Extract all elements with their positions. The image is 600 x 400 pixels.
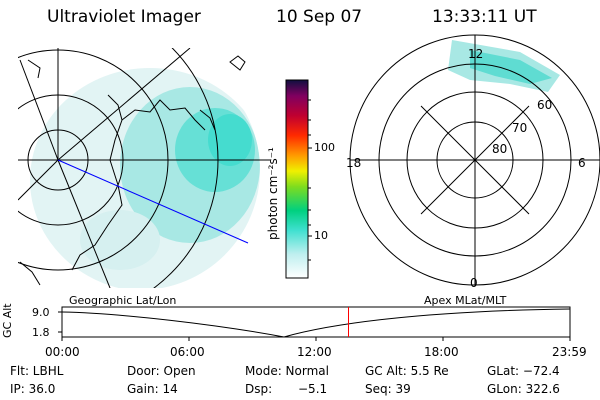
timeline-axis-label: GC Alt	[1, 303, 14, 338]
mlt-label-6: 6	[578, 156, 586, 170]
track-line	[57, 159, 249, 244]
colorbar-unit-label: photon cm⁻²s⁻¹	[266, 147, 280, 240]
app-title: Ultraviolet Imager	[47, 7, 201, 27]
status-dsp-label: Dsp:	[245, 382, 273, 396]
colorbar-tick-10: 10	[314, 229, 328, 242]
status-glon: GLon: 322.6	[487, 382, 560, 396]
altitude-timeline	[58, 306, 571, 341]
geo-panel-label: Geographic Lat/Lon	[69, 294, 177, 307]
aurora-emission-geo	[30, 68, 260, 288]
status-flt: Flt: LBHL	[10, 364, 64, 378]
status-dsp-value: −5.1	[298, 382, 328, 396]
status-door: Door: Open	[127, 364, 196, 378]
lat-label-70: 70	[512, 121, 528, 135]
status-glat: GLat: −72.4	[487, 364, 560, 378]
colorbar-tick-100: 100	[314, 141, 335, 154]
status-ip: IP: 36.0	[10, 382, 56, 396]
status-gc-alt: GC Alt: 5.5 Re	[365, 364, 449, 378]
geographic-map	[18, 48, 270, 288]
time-readout: 13:33:11 UT	[432, 7, 537, 27]
timeline-xtick-2359: 23:59	[552, 345, 587, 359]
colorbar	[285, 79, 309, 279]
mlt-label-18: 18	[346, 156, 362, 170]
date-readout: 10 Sep 07	[276, 7, 363, 27]
status-gain: Gain: 14	[127, 382, 178, 396]
lat-label-60: 60	[537, 98, 553, 112]
polar-map	[349, 34, 600, 286]
timeline-xtick-1800: 18:00	[424, 345, 459, 359]
timeline-xtick-0000: 00:00	[45, 345, 80, 359]
timeline-xtick-1200: 12:00	[297, 345, 332, 359]
timeline-ytick-high: 9.0	[32, 306, 50, 319]
aurora-emission-polar	[448, 40, 560, 92]
timeline-xtick-0600: 06:00	[170, 345, 205, 359]
mlt-label-0: 0	[470, 276, 478, 290]
status-seq: Seq: 39	[365, 382, 411, 396]
timeline-ytick-low: 1.8	[32, 326, 50, 339]
apex-panel-label: Apex MLat/MLT	[424, 294, 507, 307]
status-mode: Mode: Normal	[245, 364, 329, 378]
mlt-label-12: 12	[468, 47, 484, 61]
lat-label-80: 80	[492, 142, 508, 156]
